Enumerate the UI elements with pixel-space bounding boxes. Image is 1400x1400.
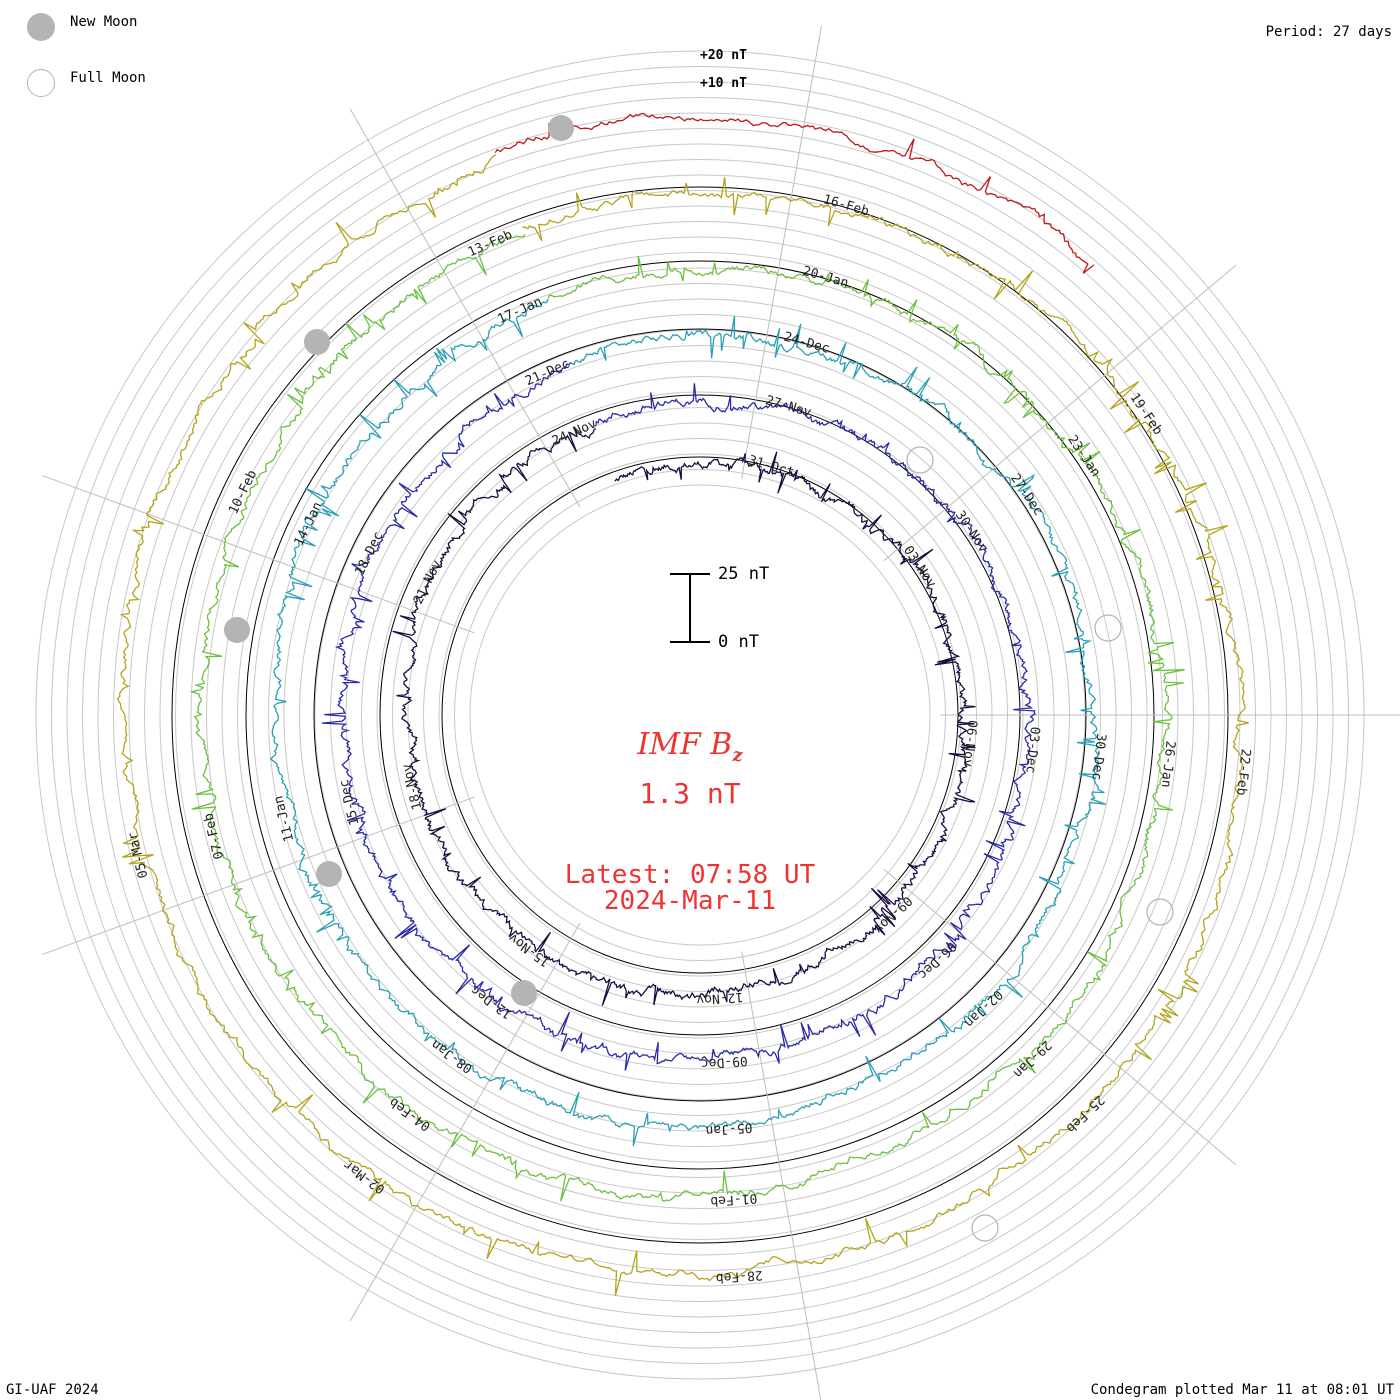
date-label: 01-Feb: [710, 1190, 758, 1208]
new-moon-marker: [304, 329, 330, 355]
date-label: 22-Feb: [1233, 748, 1253, 796]
date-label: 15-Nov: [506, 930, 553, 970]
date-label: 26-Jan: [1158, 740, 1178, 788]
full-moon-icon: [27, 69, 55, 97]
scale-bar-top-label: 25 nT: [718, 564, 770, 584]
grid-ring-0: [469, 484, 931, 946]
date-label: 09-Nov: [870, 893, 914, 937]
new-moon-icon: [27, 13, 55, 41]
date-label: 09-Dec: [700, 1053, 748, 1071]
spoke-3: [883, 868, 1237, 1166]
spoke-4: [741, 951, 822, 1400]
series-line-cycle-2: [321, 362, 1036, 1071]
date-label: 13-Feb: [466, 227, 515, 260]
date-label: 10-Feb: [226, 468, 260, 517]
grid-ring-4: [407, 422, 993, 1008]
scale-bar: [670, 573, 710, 643]
date-label: 28-Feb: [715, 1267, 763, 1285]
plotted-label: Condegram plotted Mar 11 at 08:01 UT: [1090, 1382, 1394, 1398]
date-label: 12-Nov: [696, 989, 744, 1007]
new-moon-marker: [316, 861, 342, 887]
full-moon-legend-label: Full Moon: [70, 70, 146, 86]
full-moon-marker: [1146, 898, 1174, 926]
chart-title: IMF Bz: [590, 727, 790, 766]
current-value: 1.3 nT: [639, 777, 741, 810]
spoke-1: [883, 264, 1237, 562]
latest-time: Latest: 07:58 UT: [564, 860, 816, 890]
date-label: 18-Nov: [400, 762, 426, 811]
series-line-cycle-1: [392, 427, 976, 1006]
moon-markers: [224, 115, 1174, 1242]
period-label: Period: 27 days: [1265, 24, 1392, 40]
scale-bar-bottom-label: 0 nT: [718, 632, 759, 652]
credit-label: GI-UAF 2024: [6, 1382, 99, 1398]
spoke-7: [42, 475, 475, 634]
chart-title-sub: z: [732, 745, 743, 766]
date-label: 19-Feb: [1127, 391, 1166, 438]
new-moon-marker: [224, 617, 250, 643]
full-moon-marker: [906, 446, 934, 474]
series-line-cycle-5: [116, 154, 1249, 1296]
full-moon-marker: [971, 1214, 999, 1242]
spoke-8: [349, 108, 581, 508]
date-label: 30-Dec: [1088, 733, 1108, 781]
date-label: 03-Dec: [1022, 726, 1042, 774]
date-spokes: [42, 25, 1400, 1400]
new-moon-legend-label: New Moon: [70, 14, 138, 30]
date-label: 31-Oct: [747, 453, 796, 480]
date-label: 03-Nov: [900, 543, 939, 590]
ring-scale-label-10: +10 nT: [700, 76, 747, 91]
grid-ring-5: [392, 407, 1008, 1023]
date-label: 27-Nov: [764, 393, 813, 420]
date-label: 06-Nov: [960, 719, 980, 767]
bz-series-traces: [116, 112, 1249, 1296]
series-line-cycle-4: [189, 234, 1185, 1202]
spoke-6: [42, 796, 475, 955]
spoke-5: [349, 922, 581, 1322]
new-moon-marker: [548, 115, 574, 141]
latest-date: 2024-Mar-11: [603, 886, 777, 916]
chart-title-main: IMF B: [637, 727, 733, 762]
date-label: 16-Feb: [821, 192, 870, 219]
date-label: 20-Jan: [801, 264, 850, 291]
date-label: 06-Dec: [915, 938, 959, 981]
date-label: 05-Jan: [705, 1119, 753, 1137]
new-moon-marker: [511, 980, 537, 1006]
full-moon-marker: [1094, 614, 1122, 642]
date-label: 25-Feb: [1063, 1092, 1107, 1136]
date-label: 02-Mar: [341, 1157, 388, 1197]
ring-scale-label-20: +20 nT: [700, 48, 747, 63]
series-line-cycle-6: [494, 112, 1095, 274]
date-label: 04-Feb: [387, 1094, 434, 1134]
series-line-cycle-3: [269, 298, 1107, 1147]
zero-ring-2: [379, 394, 1021, 1036]
date-label: 29-Jan: [1010, 1037, 1054, 1080]
